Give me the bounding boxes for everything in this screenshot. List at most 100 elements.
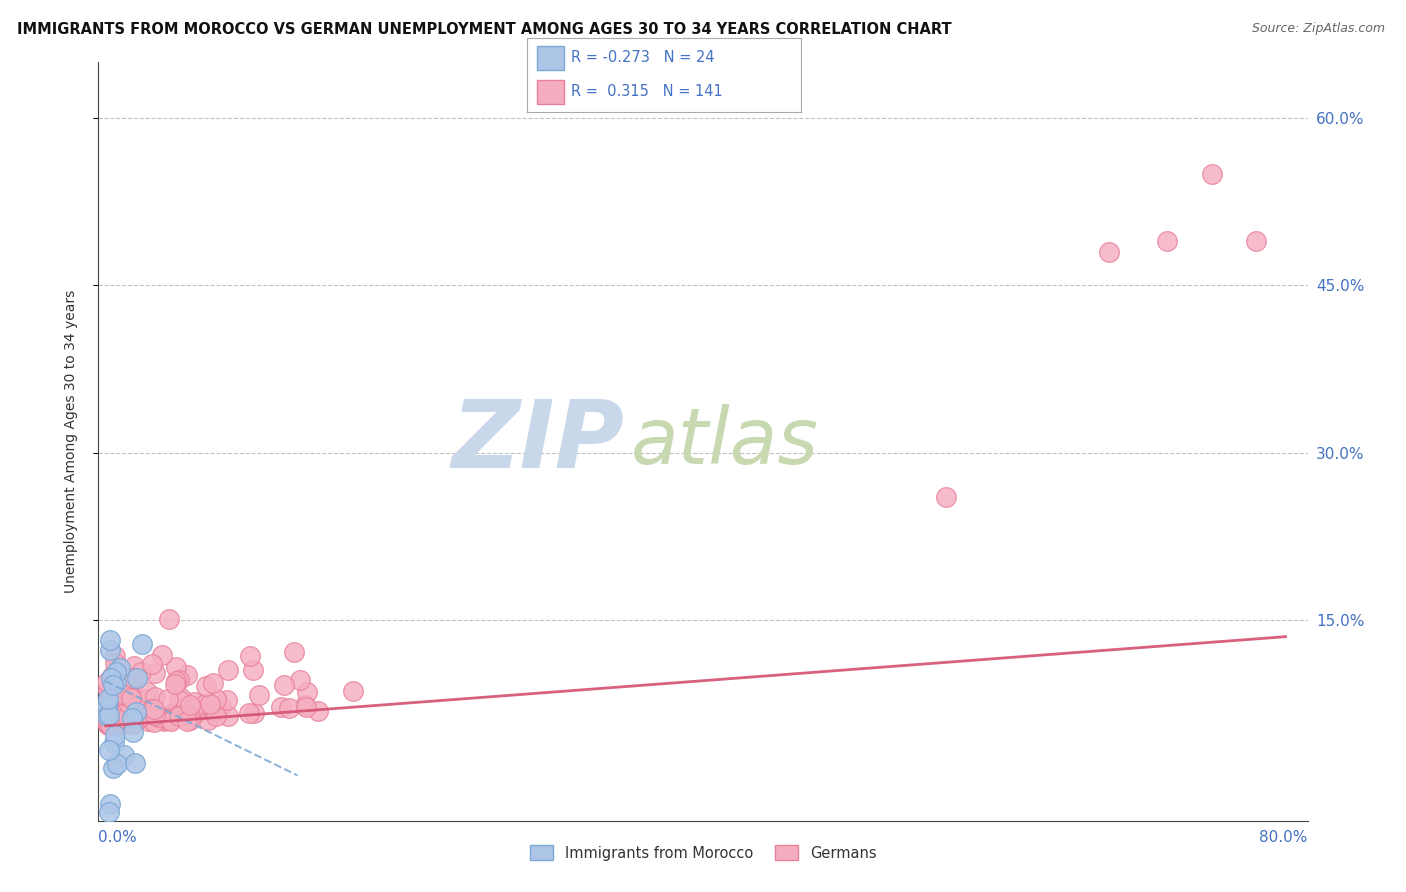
Point [194,697,217,711]
Point [111,714,134,729]
Point [97,716,120,731]
Point [121,680,143,694]
Point [128,710,150,724]
Point [111,715,134,730]
Point [105,713,128,727]
Point [110,706,132,721]
Point [217,709,239,723]
Point [104,665,127,679]
Point [141,702,163,716]
Point [114,711,136,725]
Point [273,678,295,692]
Point [112,704,135,718]
Point [179,713,201,727]
Point [96,716,118,731]
Point [202,704,225,718]
Point [98,714,121,729]
Point [136,714,159,728]
Point [1201,167,1223,181]
Point [141,657,163,671]
Point [167,692,190,706]
Point [198,697,221,711]
Point [342,683,364,698]
Point [197,713,219,727]
Point [935,490,957,504]
Legend: Immigrants from Morocco, Germans: Immigrants from Morocco, Germans [524,839,882,866]
Point [112,747,135,762]
Text: R =  0.315   N = 141: R = 0.315 N = 141 [571,84,723,99]
Point [108,661,131,675]
Point [278,701,301,715]
Point [103,716,125,731]
Point [160,713,183,727]
Point [143,707,166,722]
Point [217,663,239,677]
Point [100,706,122,720]
Point [98,693,121,707]
Point [183,706,205,721]
Text: atlas: atlas [630,403,818,480]
Point [111,692,134,706]
Point [97,683,120,698]
Point [122,659,145,673]
Point [157,612,180,626]
Point [103,706,125,720]
Point [97,717,120,731]
Point [125,671,148,685]
Point [104,712,127,726]
Point [105,675,128,690]
Point [122,716,145,731]
Point [101,705,124,719]
Point [111,714,134,729]
Point [239,648,262,663]
Point [204,709,226,723]
Point [121,715,143,730]
Point [121,725,143,739]
Point [131,706,153,721]
Point [96,701,118,715]
Point [98,714,121,729]
Point [283,645,305,659]
Point [100,671,122,685]
Point [108,714,131,729]
Point [96,698,118,713]
Point [125,705,148,719]
Point [238,706,260,721]
Point [98,718,121,732]
Point [96,699,118,714]
Text: 80.0%: 80.0% [1260,830,1308,845]
Point [153,714,176,728]
Point [108,689,131,703]
Point [120,691,142,706]
Point [294,698,316,713]
Point [97,743,120,757]
Point [107,700,129,714]
Point [143,690,166,704]
Text: ZIP: ZIP [451,395,624,488]
Point [100,642,122,657]
Point [103,691,125,706]
Point [242,706,264,721]
Point [105,756,128,771]
Point [100,714,122,729]
Point [114,671,136,685]
Point [183,695,205,709]
Text: Source: ZipAtlas.com: Source: ZipAtlas.com [1251,22,1385,36]
Point [118,710,141,724]
Point [165,674,187,689]
Point [150,648,173,662]
Point [111,694,134,708]
Point [176,707,198,722]
Point [162,706,184,720]
Point [176,714,198,728]
Point [134,693,156,707]
Point [107,710,129,724]
Point [107,713,129,727]
Point [160,714,183,729]
Point [181,702,204,716]
Point [135,691,157,706]
Point [165,660,187,674]
FancyBboxPatch shape [537,80,564,104]
Point [104,682,127,697]
Point [167,673,190,687]
